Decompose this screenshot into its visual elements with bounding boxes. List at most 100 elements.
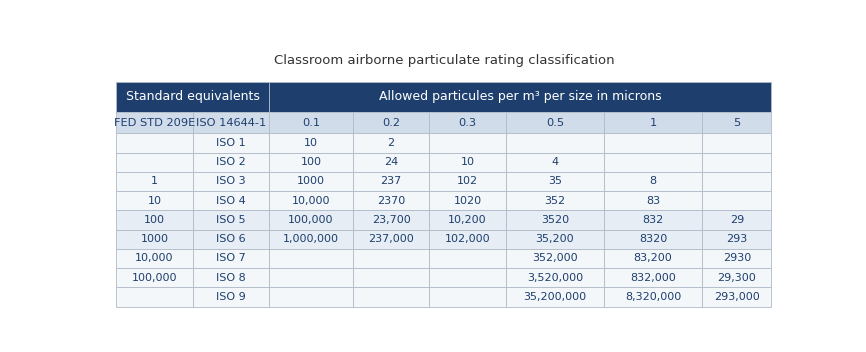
Text: 1: 1	[650, 118, 656, 127]
Text: ISO 9: ISO 9	[216, 292, 246, 302]
Bar	[116, 112, 193, 133]
Bar	[193, 191, 269, 210]
Text: 8,320,000: 8,320,000	[625, 292, 682, 302]
Bar	[604, 191, 702, 210]
Bar	[269, 230, 352, 249]
Text: 4: 4	[552, 157, 559, 167]
Bar	[352, 268, 430, 287]
Bar	[702, 172, 772, 191]
Bar	[269, 287, 352, 307]
Text: 83: 83	[646, 196, 660, 206]
Text: 0.3: 0.3	[458, 118, 476, 127]
Bar	[116, 133, 193, 152]
Text: 100,000: 100,000	[288, 215, 333, 225]
Bar	[430, 191, 506, 210]
Bar	[702, 191, 772, 210]
Text: Standard equivalents: Standard equivalents	[126, 90, 260, 103]
Text: 0.1: 0.1	[302, 118, 320, 127]
Bar	[506, 133, 604, 152]
Bar	[506, 191, 604, 210]
Text: ISO 8: ISO 8	[216, 273, 246, 283]
Bar	[506, 112, 604, 133]
Bar	[702, 133, 772, 152]
Bar	[604, 210, 702, 230]
Bar	[269, 191, 352, 210]
Text: 1020: 1020	[454, 196, 481, 206]
Text: 832: 832	[643, 215, 663, 225]
Bar	[193, 287, 269, 307]
Bar	[430, 230, 506, 249]
Text: 102,000: 102,000	[444, 234, 490, 244]
Text: 35,200: 35,200	[535, 234, 574, 244]
Text: 24: 24	[384, 157, 398, 167]
Bar	[352, 172, 430, 191]
Bar	[352, 133, 430, 152]
Bar	[604, 230, 702, 249]
Text: 1,000,000: 1,000,000	[283, 234, 339, 244]
Text: 352,000: 352,000	[532, 253, 578, 263]
Text: 10,000: 10,000	[292, 196, 330, 206]
Text: 8: 8	[650, 176, 656, 187]
Bar	[193, 249, 269, 268]
Bar	[193, 152, 269, 172]
Bar	[430, 172, 506, 191]
Text: 3,520,000: 3,520,000	[527, 273, 583, 283]
Text: Classroom airborne particulate rating classification: Classroom airborne particulate rating cl…	[274, 55, 614, 68]
Bar	[352, 287, 430, 307]
Bar	[430, 287, 506, 307]
Text: 29,300: 29,300	[717, 273, 756, 283]
Text: 2930: 2930	[722, 253, 751, 263]
Text: 10,200: 10,200	[449, 215, 487, 225]
Text: 10: 10	[461, 157, 475, 167]
Text: 8320: 8320	[639, 234, 667, 244]
Bar	[604, 112, 702, 133]
Bar	[430, 249, 506, 268]
Bar	[269, 112, 352, 133]
Text: ISO 7: ISO 7	[216, 253, 246, 263]
Bar	[269, 172, 352, 191]
Text: 1: 1	[151, 176, 158, 187]
Text: 10,000: 10,000	[135, 253, 174, 263]
Bar	[193, 133, 269, 152]
Bar	[702, 249, 772, 268]
Bar	[269, 210, 352, 230]
Text: 29: 29	[730, 215, 744, 225]
Text: 100,000: 100,000	[132, 273, 178, 283]
Bar	[193, 210, 269, 230]
Text: 2: 2	[387, 138, 395, 148]
Bar	[116, 287, 193, 307]
Bar	[352, 249, 430, 268]
Bar	[506, 172, 604, 191]
Bar	[702, 210, 772, 230]
Bar	[116, 152, 193, 172]
Bar	[702, 287, 772, 307]
Bar	[604, 287, 702, 307]
Bar	[193, 172, 269, 191]
Bar	[506, 249, 604, 268]
Bar	[506, 268, 604, 287]
Bar	[116, 230, 193, 249]
Text: 35: 35	[548, 176, 562, 187]
Text: 5: 5	[734, 118, 740, 127]
Text: ISO 3: ISO 3	[216, 176, 246, 187]
Text: 1000: 1000	[297, 176, 325, 187]
Bar	[430, 133, 506, 152]
Bar	[604, 152, 702, 172]
Text: 0.5: 0.5	[546, 118, 564, 127]
Text: 10: 10	[147, 196, 162, 206]
Text: ISO 1: ISO 1	[216, 138, 246, 148]
Text: ISO 2: ISO 2	[216, 157, 246, 167]
Bar	[269, 152, 352, 172]
Bar	[193, 112, 269, 133]
Text: ISO 14644-1: ISO 14644-1	[196, 118, 266, 127]
Bar	[430, 112, 506, 133]
Bar	[430, 152, 506, 172]
Bar	[604, 249, 702, 268]
Text: 35,200,000: 35,200,000	[523, 292, 586, 302]
Bar	[702, 152, 772, 172]
Text: 237: 237	[380, 176, 402, 187]
Bar	[116, 249, 193, 268]
Text: 10: 10	[304, 138, 318, 148]
Bar	[269, 133, 352, 152]
Text: 83,200: 83,200	[634, 253, 673, 263]
